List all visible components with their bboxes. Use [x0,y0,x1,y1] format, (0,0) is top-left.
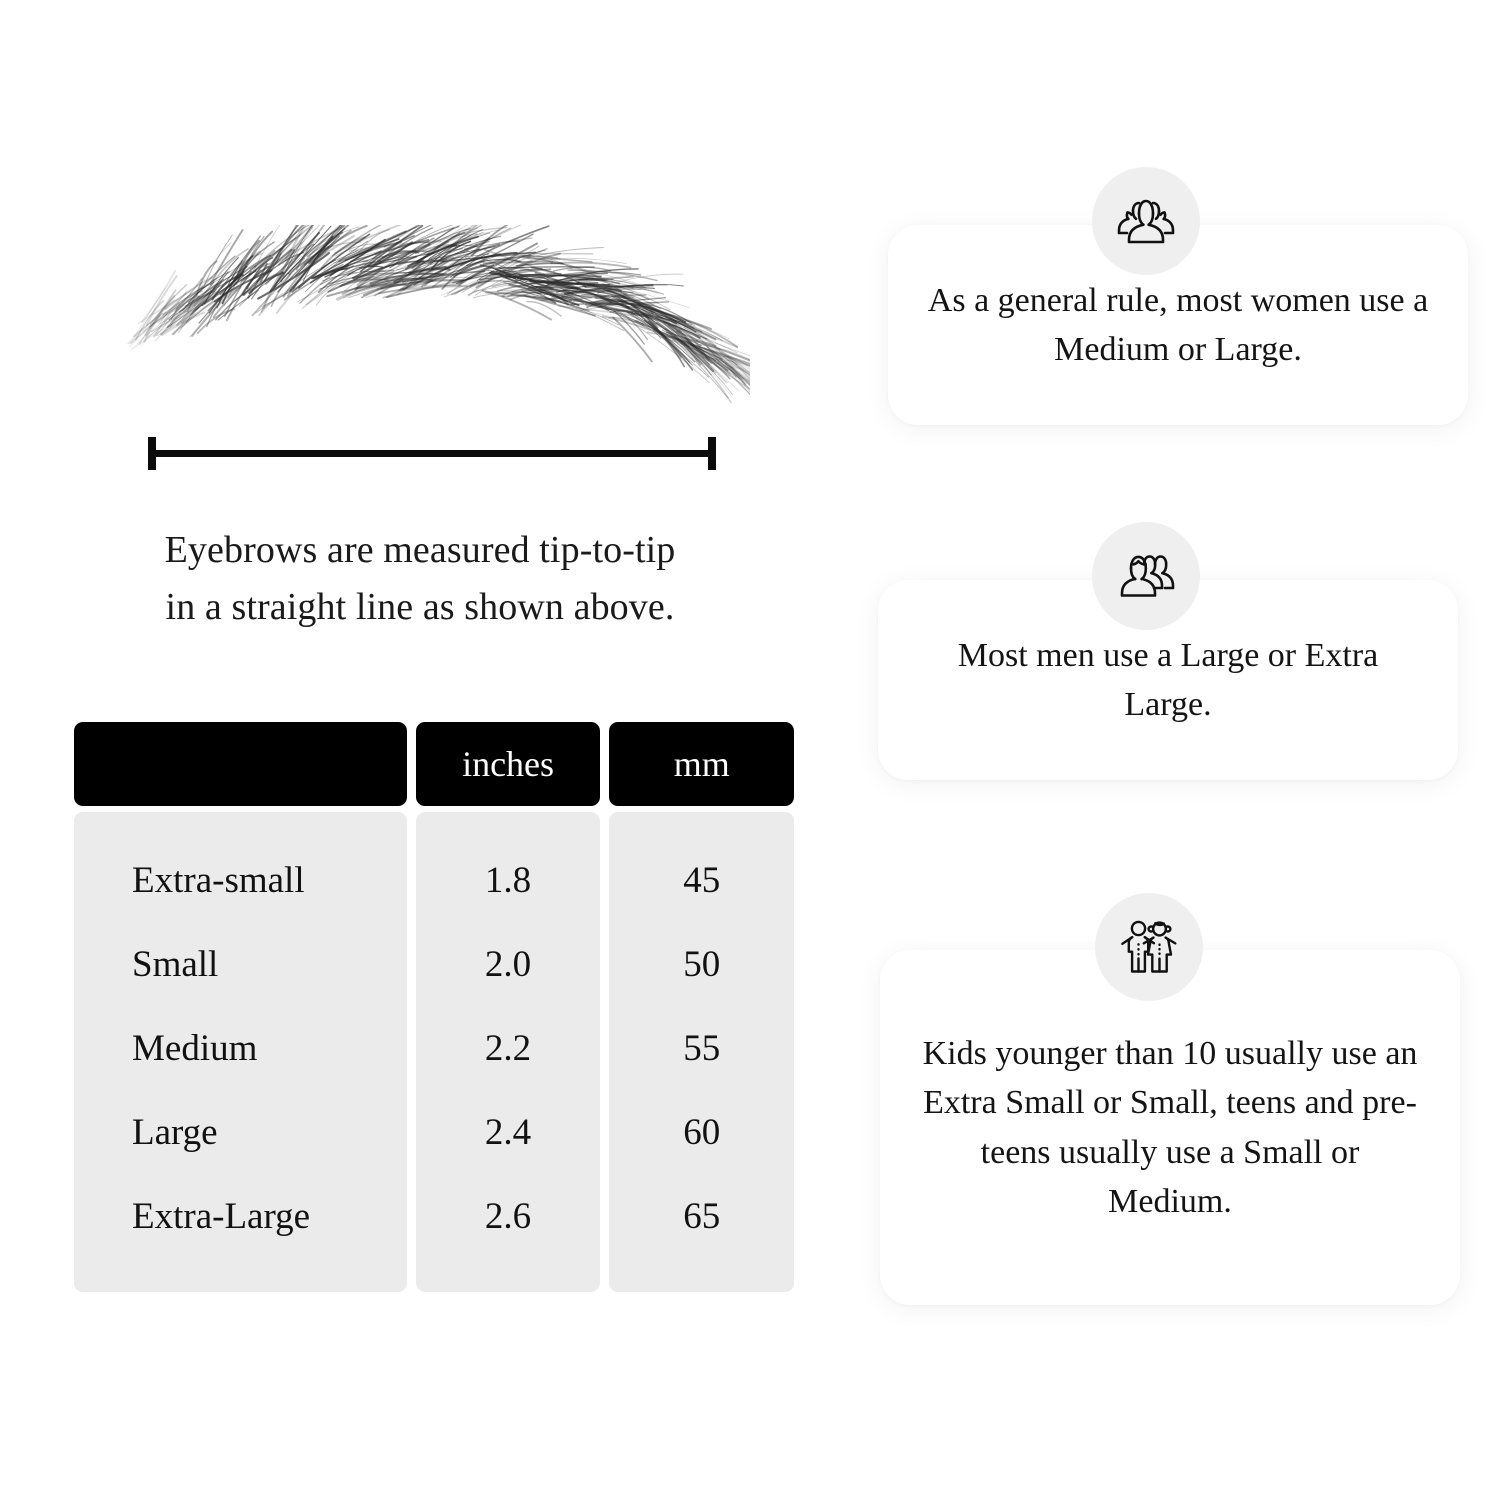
table-cell-mm: 50 [683,943,721,985]
table-header-size [74,722,407,806]
measurement-bar-right-cap [708,437,716,470]
women-group-icon [1115,195,1177,247]
guidance-cards-panel: As a general rule, most women use a Medi… [830,0,1500,1500]
kids-icon-badge [1095,893,1203,1001]
table-cell-size: Medium [132,1027,258,1069]
caption-line-2: in a straight line as shown above. [165,586,675,628]
measurement-bar [148,437,716,471]
men-group-icon-badge [1092,522,1200,630]
table-column-mm: 45 50 55 60 65 [609,812,795,1292]
guidance-card-men: Most men use a Large or Extra Large. [878,580,1458,780]
table-column-inches: 1.8 2.0 2.2 2.4 2.6 [415,812,601,1292]
table-column-size: Extra-small Small Medium Large Extra-Lar… [74,812,407,1292]
women-group-icon-badge [1092,167,1200,275]
table-cell-mm: 60 [683,1111,721,1153]
eyebrow-illustration [110,225,750,425]
guidance-card-men-text: Most men use a Large or Extra Large. [957,636,1379,723]
table-body: Extra-small Small Medium Large Extra-Lar… [74,812,795,1292]
table-cell-inches: 2.0 [484,943,532,985]
table-cell-mm: 65 [683,1195,721,1237]
table-cell-size: Extra-Large [132,1195,311,1237]
guidance-card-kids-text: Kids younger than 10 usually use an Extr… [922,1034,1418,1220]
table-header-inches: inches [415,722,601,806]
table-cell-size: Small [132,943,219,985]
table-cell-size: Large [132,1111,218,1153]
table-header-mm: mm [609,722,795,806]
guidance-card-kids: Kids younger than 10 usually use an Extr… [880,950,1460,1305]
size-chart-table: inches mm Extra-small Small Medium Large… [74,722,795,1292]
table-cell-inches: 2.2 [484,1027,532,1069]
guidance-card-women-text: As a general rule, most women use a Medi… [927,281,1429,368]
table-header-row: inches mm [74,722,795,806]
measurement-panel: Eyebrows are measured tip-to-tip in a st… [70,225,795,1292]
table-cell-mm: 55 [683,1027,721,1069]
table-cell-inches: 1.8 [484,859,532,901]
table-cell-inches: 2.4 [484,1111,532,1153]
table-cell-size: Extra-small [132,859,305,901]
table-cell-mm: 45 [683,859,721,901]
guidance-card-women: As a general rule, most women use a Medi… [888,225,1468,425]
measurement-caption: Eyebrows are measured tip-to-tip in a st… [70,522,770,636]
men-group-icon [1115,551,1177,601]
measurement-bar-rule [148,450,716,457]
table-cell-inches: 2.6 [484,1195,532,1237]
kids-icon [1119,919,1179,975]
caption-line-1: Eyebrows are measured tip-to-tip [164,529,676,571]
